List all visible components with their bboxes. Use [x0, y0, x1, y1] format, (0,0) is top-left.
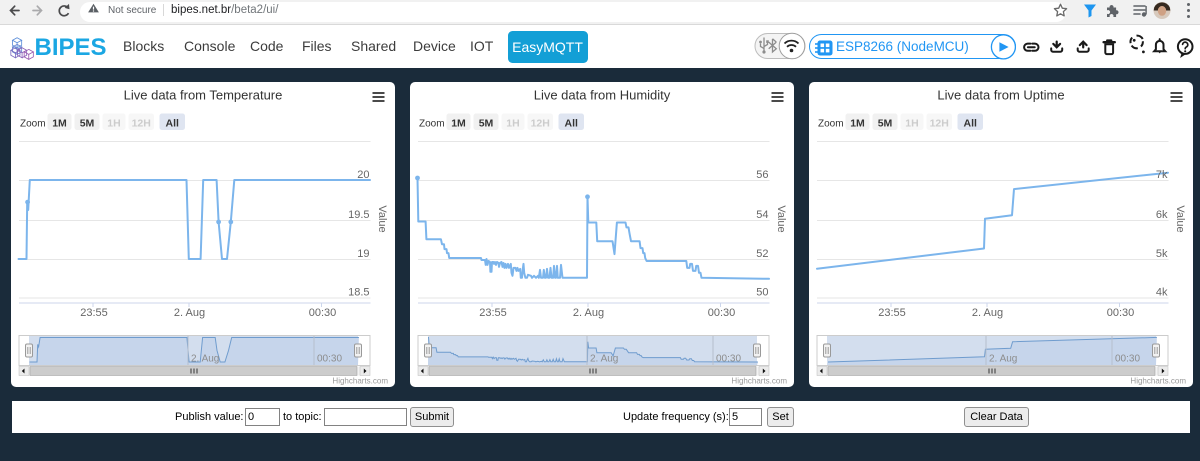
- svg-text:20: 20: [357, 169, 369, 181]
- svg-text:Live data from Humidity: Live data from Humidity: [534, 88, 671, 103]
- svg-text:1M: 1M: [52, 117, 67, 129]
- svg-text:00:30: 00:30: [309, 307, 337, 319]
- svg-text:6k: 6k: [1156, 209, 1168, 221]
- svg-text:1M: 1M: [850, 117, 865, 129]
- svg-text:Zoom: Zoom: [419, 119, 445, 130]
- svg-text:1M: 1M: [451, 117, 466, 129]
- svg-text:23:55: 23:55: [80, 307, 108, 319]
- svg-text:4k: 4k: [1156, 287, 1168, 299]
- svg-text:18.5: 18.5: [348, 287, 369, 299]
- svg-text:All: All: [963, 117, 977, 129]
- svg-text:50: 50: [756, 287, 768, 299]
- svg-text:All: All: [165, 117, 179, 129]
- svg-text:19.5: 19.5: [348, 209, 369, 221]
- svg-text:2. Aug: 2. Aug: [191, 354, 219, 365]
- svg-text:Zoom: Zoom: [20, 119, 46, 130]
- svg-text:2. Aug: 2. Aug: [174, 307, 205, 319]
- svg-text:Highcharts.com: Highcharts.com: [1130, 377, 1186, 386]
- svg-text:Live data from Uptime: Live data from Uptime: [937, 88, 1064, 103]
- svg-text:Value: Value: [775, 205, 787, 232]
- svg-text:7k: 7k: [1156, 169, 1168, 181]
- svg-text:5M: 5M: [479, 117, 494, 129]
- svg-text:12H: 12H: [132, 117, 151, 129]
- svg-text:23:55: 23:55: [479, 307, 507, 319]
- svg-text:00:30: 00:30: [317, 354, 342, 365]
- svg-text:Value: Value: [1174, 205, 1186, 232]
- svg-text:2. Aug: 2. Aug: [972, 307, 1003, 319]
- svg-text:All: All: [564, 117, 578, 129]
- svg-text:2. Aug: 2. Aug: [989, 354, 1017, 365]
- svg-text:00:30: 00:30: [1115, 354, 1140, 365]
- svg-text:5M: 5M: [878, 117, 893, 129]
- svg-text:00:30: 00:30: [1107, 307, 1135, 319]
- svg-text:1H: 1H: [905, 117, 918, 129]
- svg-text:Live data from Temperature: Live data from Temperature: [124, 88, 283, 103]
- svg-text:Highcharts.com: Highcharts.com: [332, 377, 388, 386]
- svg-text:2. Aug: 2. Aug: [573, 307, 604, 319]
- svg-text:1H: 1H: [107, 117, 120, 129]
- svg-text:5M: 5M: [80, 117, 95, 129]
- svg-text:Value: Value: [376, 205, 388, 232]
- svg-text:19: 19: [357, 248, 369, 260]
- svg-text:1H: 1H: [506, 117, 519, 129]
- svg-text:5k: 5k: [1156, 248, 1168, 260]
- svg-text:2. Aug: 2. Aug: [590, 354, 618, 365]
- svg-text:Zoom: Zoom: [818, 119, 844, 130]
- svg-text:12H: 12H: [531, 117, 550, 129]
- svg-text:23:55: 23:55: [878, 307, 906, 319]
- svg-text:52: 52: [756, 248, 768, 260]
- svg-text:56: 56: [756, 169, 768, 181]
- svg-text:Highcharts.com: Highcharts.com: [731, 377, 787, 386]
- svg-text:00:30: 00:30: [716, 354, 741, 365]
- svg-text:54: 54: [756, 209, 768, 221]
- svg-text:00:30: 00:30: [708, 307, 736, 319]
- svg-text:12H: 12H: [930, 117, 949, 129]
